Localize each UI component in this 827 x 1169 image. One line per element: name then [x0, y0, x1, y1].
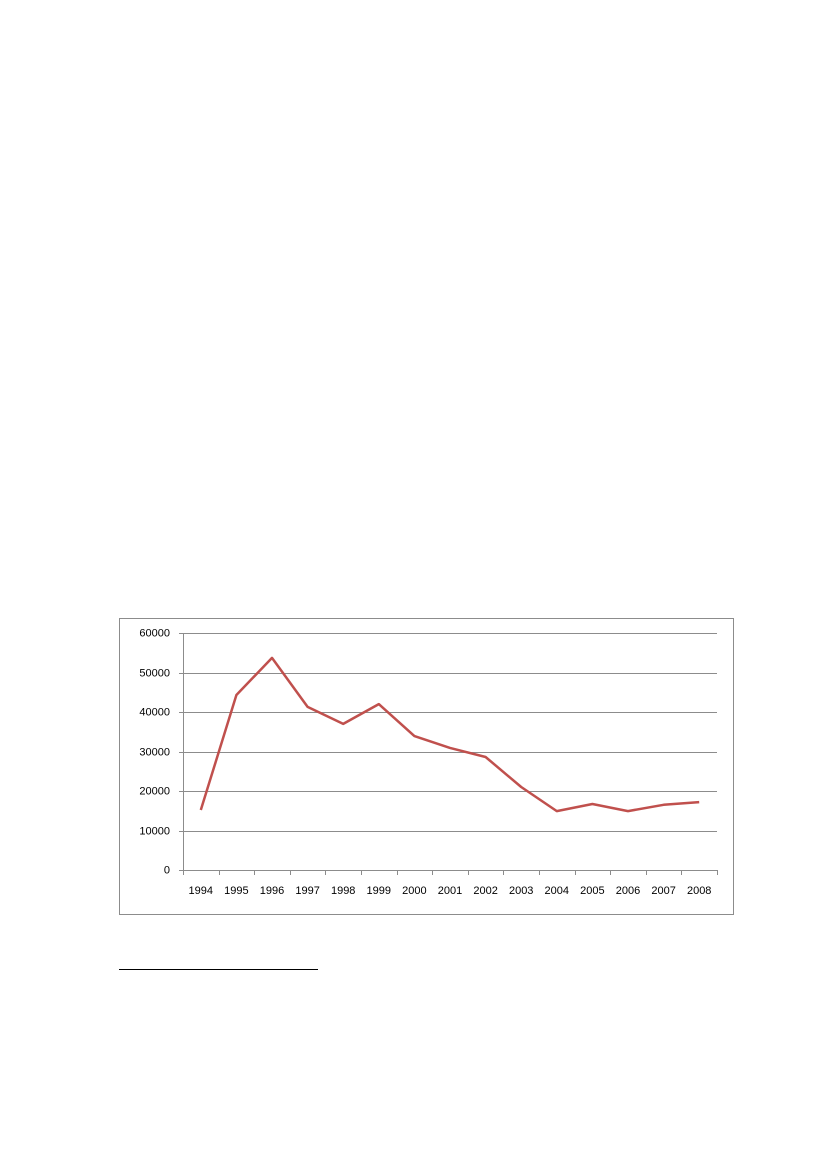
x-tick-label: 1994 [189, 885, 213, 897]
x-tick-label: 2004 [545, 885, 569, 897]
x-tick-label: 2007 [651, 885, 675, 897]
x-tick-label: 1998 [331, 885, 355, 897]
y-tick-label: 40000 [139, 706, 170, 718]
x-tick-label: 2001 [438, 885, 462, 897]
x-tick-label: 2006 [616, 885, 640, 897]
y-tick-label: 30000 [139, 746, 170, 758]
x-tick-label: 2008 [687, 885, 711, 897]
x-tick-label: 2000 [402, 885, 426, 897]
y-tick-label: 20000 [139, 785, 170, 797]
chart-frame [119, 618, 734, 915]
x-tick-label: 1999 [367, 885, 391, 897]
y-tick-label: 0 [164, 864, 170, 876]
x-tick-label: 1997 [295, 885, 319, 897]
y-tick-label: 50000 [139, 667, 170, 679]
data-line [199, 656, 700, 813]
x-tick-label: 2005 [580, 885, 604, 897]
x-tick-label: 1996 [260, 885, 284, 897]
x-tick-label: 2002 [473, 885, 497, 897]
x-tick-label: 1995 [224, 885, 248, 897]
y-tick-label: 10000 [139, 825, 170, 837]
x-tick-label: 2003 [509, 885, 533, 897]
y-tick-label: 60000 [139, 627, 170, 639]
